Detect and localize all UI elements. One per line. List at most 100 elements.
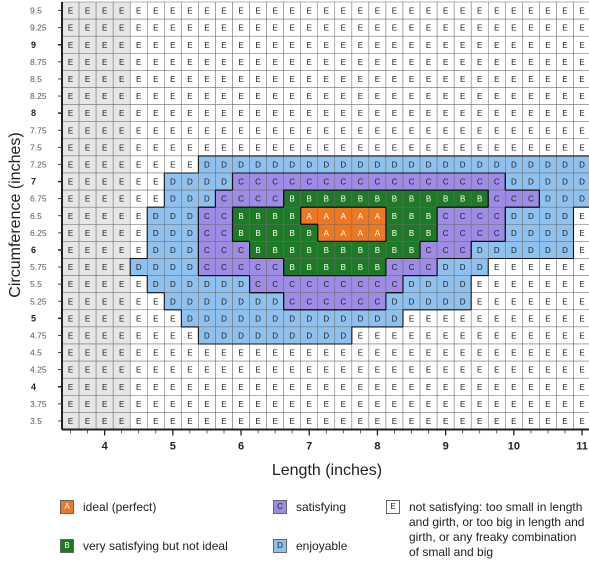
cell-label: D bbox=[562, 229, 568, 238]
cell-label: C bbox=[340, 297, 346, 306]
cell-label: C bbox=[409, 263, 415, 272]
cell-label: D bbox=[187, 314, 193, 323]
cell-label: E bbox=[102, 178, 107, 187]
cell-label: E bbox=[221, 383, 226, 392]
cell-label: E bbox=[255, 24, 260, 33]
cell-label: E bbox=[204, 126, 209, 135]
cell-label: E bbox=[392, 7, 397, 16]
cell-label: E bbox=[221, 109, 226, 118]
cell-label: E bbox=[511, 92, 516, 101]
cell-label: E bbox=[204, 349, 209, 358]
cell-label: E bbox=[528, 75, 533, 84]
cell-label: E bbox=[307, 143, 312, 152]
cell-label: E bbox=[324, 75, 329, 84]
cell-label: E bbox=[119, 143, 124, 152]
cell-label: E bbox=[119, 331, 124, 340]
cell-label: B bbox=[307, 246, 312, 255]
cell-label: E bbox=[511, 383, 516, 392]
cell-label: E bbox=[545, 109, 550, 118]
cell-label: E bbox=[579, 126, 584, 135]
cell-label: C bbox=[494, 178, 500, 187]
cell-label: E bbox=[511, 263, 516, 272]
cell-label: E bbox=[136, 229, 141, 238]
cell-label: E bbox=[136, 400, 141, 409]
cell-label: C bbox=[221, 246, 227, 255]
cell-label: B bbox=[289, 229, 294, 238]
cell-label: E bbox=[545, 7, 550, 16]
cell-label: E bbox=[562, 417, 567, 426]
cell-label: E bbox=[528, 383, 533, 392]
cell-label: E bbox=[307, 41, 312, 50]
cell-label: D bbox=[511, 212, 517, 221]
cell-label: E bbox=[392, 383, 397, 392]
y-tick-label: 3.75 bbox=[30, 399, 47, 409]
cell-label: E bbox=[494, 109, 499, 118]
cell-label: E bbox=[102, 383, 107, 392]
cell-label: E bbox=[187, 349, 192, 358]
cell-label: E bbox=[579, 280, 584, 289]
cell-label: E bbox=[477, 41, 482, 50]
cell-label: E bbox=[511, 417, 516, 426]
cell-label: E bbox=[85, 229, 90, 238]
cell-label: E bbox=[511, 41, 516, 50]
cell-label: D bbox=[323, 331, 329, 340]
cell-label: E bbox=[170, 417, 175, 426]
cell-label: E bbox=[170, 400, 175, 409]
cell-label: E bbox=[579, 212, 584, 221]
cell-label: E bbox=[426, 400, 431, 409]
cell-label: C bbox=[392, 263, 398, 272]
cell-label: D bbox=[204, 314, 210, 323]
cell-label: E bbox=[392, 75, 397, 84]
cell-label: E bbox=[545, 349, 550, 358]
cell-label: E bbox=[494, 126, 499, 135]
cell-label: C bbox=[323, 280, 329, 289]
cell-label: E bbox=[136, 417, 141, 426]
cell-label: E bbox=[375, 7, 380, 16]
cell-label: E bbox=[409, 349, 414, 358]
cell-label: A bbox=[375, 229, 381, 238]
cell-label: E bbox=[85, 126, 90, 135]
cell-label: D bbox=[579, 195, 585, 204]
cell-label: E bbox=[562, 7, 567, 16]
cell-label: E bbox=[119, 263, 124, 272]
cell-label: E bbox=[272, 366, 277, 375]
cell-label: E bbox=[528, 263, 533, 272]
cell-label: E bbox=[170, 349, 175, 358]
legend-item-not-satisfying: E not satisfying: too small in length an… bbox=[386, 500, 586, 560]
cell-label: E bbox=[375, 331, 380, 340]
cell-label: D bbox=[255, 160, 261, 169]
cell-label: D bbox=[170, 178, 176, 187]
cell-label: E bbox=[443, 24, 448, 33]
cell-label: D bbox=[375, 160, 381, 169]
cell-label: D bbox=[272, 297, 278, 306]
cell-label: E bbox=[255, 109, 260, 118]
cell-label: A bbox=[341, 212, 347, 221]
cell-label: E bbox=[204, 92, 209, 101]
cell-label: E bbox=[85, 297, 90, 306]
cell-label: C bbox=[357, 178, 363, 187]
cell-label: E bbox=[119, 126, 124, 135]
cell-label: B bbox=[238, 229, 243, 238]
cell-label: E bbox=[85, 58, 90, 67]
cell-label: E bbox=[579, 417, 584, 426]
cell-label: C bbox=[426, 263, 432, 272]
cell-label: C bbox=[494, 212, 500, 221]
cell-label: E bbox=[426, 24, 431, 33]
cell-label: D bbox=[170, 229, 176, 238]
cell-label: E bbox=[289, 366, 294, 375]
cell-label: E bbox=[221, 366, 226, 375]
cell-label: E bbox=[392, 58, 397, 67]
cell-label: E bbox=[187, 24, 192, 33]
cell-label: E bbox=[136, 297, 141, 306]
cell-label: D bbox=[511, 178, 517, 187]
cell-label: E bbox=[443, 109, 448, 118]
cell-label: E bbox=[221, 92, 226, 101]
cell-label: D bbox=[187, 212, 193, 221]
cell-label: E bbox=[477, 383, 482, 392]
cell-label: E bbox=[528, 126, 533, 135]
cell-label: B bbox=[341, 263, 346, 272]
cell-label: C bbox=[357, 280, 363, 289]
cell-label: E bbox=[358, 143, 363, 152]
cell-label: B bbox=[289, 195, 294, 204]
cell-label: E bbox=[528, 331, 533, 340]
